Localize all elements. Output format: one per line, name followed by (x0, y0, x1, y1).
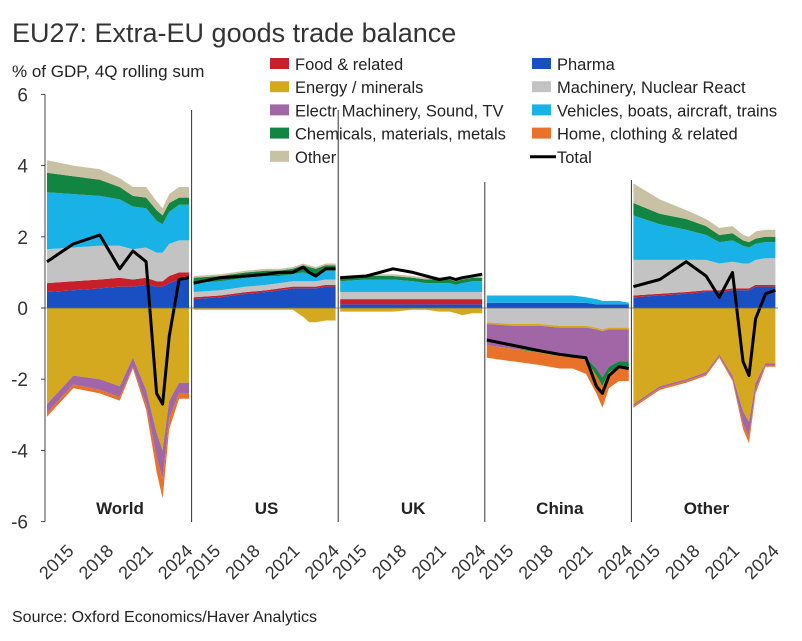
panel-label: China (536, 499, 584, 518)
area-other-other (633, 183, 776, 243)
chart-title: EU27: Extra-EU goods trade balance (12, 18, 456, 48)
area-energy-minerals-china (486, 322, 629, 332)
area-electr-machinery-sound-tv-china (486, 324, 629, 378)
area-food-related-other (633, 284, 776, 298)
y-tick-label: 0 (17, 299, 28, 320)
area-other-us (193, 263, 336, 278)
area-chemicals-materials-metals-uk (340, 276, 483, 285)
panel-china: China (486, 295, 630, 518)
area-food-related-uk (340, 299, 483, 305)
panel-us: US (193, 263, 336, 518)
area-energy-minerals-us (193, 308, 336, 323)
x-tick-label: 2018 (515, 541, 557, 583)
legend-label: Energy / minerals (295, 79, 423, 97)
area-machinery-nuclear-react-china (486, 308, 629, 330)
area-pharma-us (193, 286, 336, 308)
area-food-related-us (193, 284, 336, 300)
panel-other: Other (633, 183, 776, 518)
legend-label: Total (557, 149, 592, 167)
y-tick-label: 4 (17, 157, 28, 178)
area-machinery-nuclear-react-other (633, 258, 776, 296)
panel-label: US (255, 499, 279, 518)
x-tick-label: 2021 (554, 541, 596, 583)
y-tick-label: -2 (11, 370, 28, 391)
y-axis: 6 4 2 0 -2 -4 -6 (11, 85, 778, 534)
legend-label: Chemicals, materials, metals (295, 126, 506, 144)
legend-label: Machinery, Nuclear React (557, 79, 746, 97)
area-home-clothing-related-china (486, 345, 629, 408)
legend-label: Other (295, 149, 337, 167)
area-energy-minerals-uk (340, 308, 483, 316)
x-tick-label: 2018 (368, 541, 410, 583)
area-pharma-other (633, 286, 776, 308)
area-vehicles-boats-aircraft-trains-us (193, 270, 336, 292)
legend-swatch (270, 104, 289, 116)
legend-label: Vehicles, boats, aircraft, trains (557, 102, 777, 120)
legend-swatch (532, 81, 551, 93)
area-machinery-nuclear-react-world (47, 240, 189, 284)
area-other-world (47, 160, 189, 216)
legend-swatch (270, 150, 289, 162)
x-tick-label: 2021 (701, 541, 743, 583)
area-pharma-uk (340, 304, 483, 308)
y-tick-label: -4 (11, 441, 28, 462)
x-axis: 2015201820212024201520182021202420152018… (35, 541, 783, 583)
area-machinery-nuclear-react-uk (340, 292, 483, 300)
legend-label: Home, clothing & related (557, 126, 738, 144)
area-pharma-china (486, 302, 629, 308)
y-tick-label: 2 (17, 228, 28, 249)
area-pharma-world (47, 279, 189, 308)
legend-swatch (532, 104, 551, 116)
x-tick-label: 2024 (740, 541, 782, 583)
legend-label: Food & related (295, 56, 403, 74)
area-vehicles-boats-aircraft-trains-other (633, 215, 776, 264)
x-tick-label: 2021 (114, 541, 156, 583)
total-line-china (486, 338, 630, 395)
x-tick-label: 2018 (75, 541, 117, 583)
area-vehicles-boats-aircraft-trains-world (47, 192, 189, 253)
x-tick-label: 2021 (261, 541, 303, 583)
legend-swatch (532, 127, 551, 139)
total-line-us (193, 265, 336, 285)
total-line-other (633, 260, 776, 378)
area-other-uk (340, 274, 483, 282)
legend-label: Electr Machinery, Sound, TV (295, 102, 503, 120)
panel-world: World (46, 160, 190, 518)
legend-swatch (270, 81, 289, 93)
legend-swatch (270, 127, 289, 139)
total-line-uk (340, 267, 483, 281)
area-food-related-world (47, 272, 189, 292)
area-vehicles-boats-aircraft-trains-uk (340, 279, 483, 292)
x-tick-label: 2018 (661, 541, 703, 583)
legend-label: Pharma (557, 56, 616, 74)
x-tick-label: 2018 (221, 541, 263, 583)
legend-swatch (532, 58, 551, 69)
legend-swatch (270, 58, 289, 69)
y-tick-label: 6 (17, 85, 28, 106)
total-line-world (46, 233, 190, 406)
x-tick-label: 2015 (35, 541, 77, 583)
panel-label: UK (401, 499, 426, 518)
panel-label: World (96, 499, 144, 518)
panel-label: Other (684, 499, 730, 518)
panel-uk: UK (340, 267, 483, 518)
y-tick-label: -6 (11, 513, 28, 534)
area-chemicals-materials-metals-world (47, 172, 189, 225)
source-note: Source: Oxford Economics/Haver Analytics (12, 609, 317, 626)
x-tick-label: 2021 (408, 541, 450, 583)
plot-area: World US UK China Other (46, 110, 776, 522)
area-vehicles-boats-aircraft-trains-china (486, 295, 629, 305)
legend: Food & related Pharma Energy / minerals Mac… (270, 56, 777, 167)
chart-subtitle: % of GDP, 4Q rolling sum (12, 62, 204, 81)
area-machinery-nuclear-react-us (193, 279, 336, 298)
